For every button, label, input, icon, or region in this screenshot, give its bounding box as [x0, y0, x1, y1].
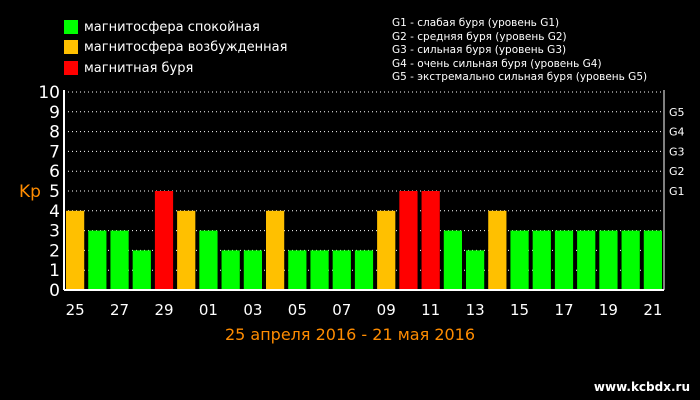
- kp-bar: [243, 250, 262, 290]
- kp-bar: [399, 191, 418, 290]
- x-tick-label: 09: [377, 301, 396, 319]
- kp-bar: [288, 250, 307, 290]
- kp-bar: [177, 210, 196, 290]
- storm-level-g5: G5 - экстремально сильная буря (уровень …: [392, 71, 648, 84]
- x-tick-label: 29: [154, 301, 173, 319]
- x-tick-label: 25: [66, 301, 85, 319]
- kp-bar: [110, 230, 129, 290]
- x-tick-label: 03: [243, 301, 262, 319]
- legend-swatch-storm: [64, 61, 78, 75]
- x-tick-label: 07: [332, 301, 351, 319]
- legend-item-excited: магнитосфера возбужденная: [64, 39, 287, 55]
- y-tick-label: 7: [49, 142, 60, 162]
- y-tick-label: 2: [49, 241, 60, 261]
- x-tick-label: 13: [466, 301, 485, 319]
- y-tick-label: 4: [49, 202, 60, 222]
- storm-level-g3: G3 - сильная буря (уровень G3): [392, 44, 567, 57]
- kp-bar: [488, 210, 507, 290]
- y-tick-label: 5: [49, 182, 60, 202]
- x-tick-label: 17: [554, 301, 573, 319]
- legend-label-quiet: магнитосфера спокойная: [84, 19, 260, 35]
- x-tick-label: 11: [421, 301, 440, 319]
- kp-bar: [66, 210, 85, 290]
- g-level-tick-label: G3: [669, 145, 685, 158]
- y-tick-label: 1: [49, 261, 60, 281]
- period-label: 25 апреля 2016 - 21 мая 2016: [224, 325, 476, 344]
- kp-bar: [88, 230, 107, 290]
- x-tick-label: 27: [110, 301, 129, 319]
- watermark: www.kcbdx.ru: [593, 380, 690, 394]
- kp-bar: [466, 250, 485, 290]
- kp-bar: [354, 250, 374, 290]
- kp-bar: [421, 191, 440, 290]
- y-tick-label: 6: [49, 162, 60, 182]
- kp-bar: [199, 230, 218, 290]
- kp-bar: [132, 250, 151, 290]
- kp-bar: [154, 191, 174, 290]
- x-tick-label: 19: [599, 301, 618, 319]
- g-level-tick-label: G1: [669, 185, 685, 198]
- kp-bar: [443, 230, 462, 290]
- kp-bar: [266, 210, 285, 290]
- x-tick-label: 15: [510, 301, 529, 319]
- y-tick-label: 0: [49, 281, 60, 301]
- g-level-tick-label: G5: [669, 106, 685, 119]
- kp-bar: [221, 250, 240, 290]
- kp-bar: [532, 230, 551, 290]
- storm-level-list: G1 - слабая буря (уровень G1) G2 - средн…: [392, 17, 647, 85]
- legend-swatch-excited: [64, 40, 78, 54]
- kp-bar: [332, 250, 351, 290]
- kp-bar: [599, 230, 618, 290]
- storm-level-g4: G4 - очень сильная буря (уровень G4): [392, 57, 602, 70]
- kp-bar: [510, 230, 529, 290]
- y-tick-label: 8: [49, 123, 60, 143]
- kp-bar: [577, 230, 596, 290]
- kp-bar: [643, 230, 662, 290]
- y-axis-label: Kp: [19, 182, 41, 202]
- legend-label-excited: магнитосфера возбужденная: [84, 39, 288, 55]
- kp-bar: [377, 210, 396, 290]
- legend-label-storm: магнитная буря: [84, 60, 194, 76]
- x-tick-label: 01: [199, 301, 218, 319]
- y-tick-label: 9: [49, 103, 60, 123]
- legend-swatch-quiet: [64, 20, 78, 34]
- kp-bar: [310, 250, 329, 290]
- g-level-tick-label: G4: [669, 126, 685, 139]
- y-tick-label: 10: [38, 83, 60, 103]
- storm-level-g1: G1 - слабая буря (уровень G1): [392, 17, 560, 29]
- y-tick-label: 3: [49, 222, 60, 242]
- legend-item-storm: магнитная буря: [64, 60, 193, 76]
- x-tick-label: 05: [288, 301, 307, 319]
- x-tick-label: 21: [643, 301, 662, 319]
- g-level-tick-label: G2: [669, 165, 685, 178]
- storm-level-g2: G2 - средняя буря (уровень G2): [392, 30, 567, 43]
- kp-bar: [554, 230, 574, 290]
- legend-item-quiet: магнитосфера спокойная: [64, 19, 260, 35]
- kp-bar: [621, 230, 640, 290]
